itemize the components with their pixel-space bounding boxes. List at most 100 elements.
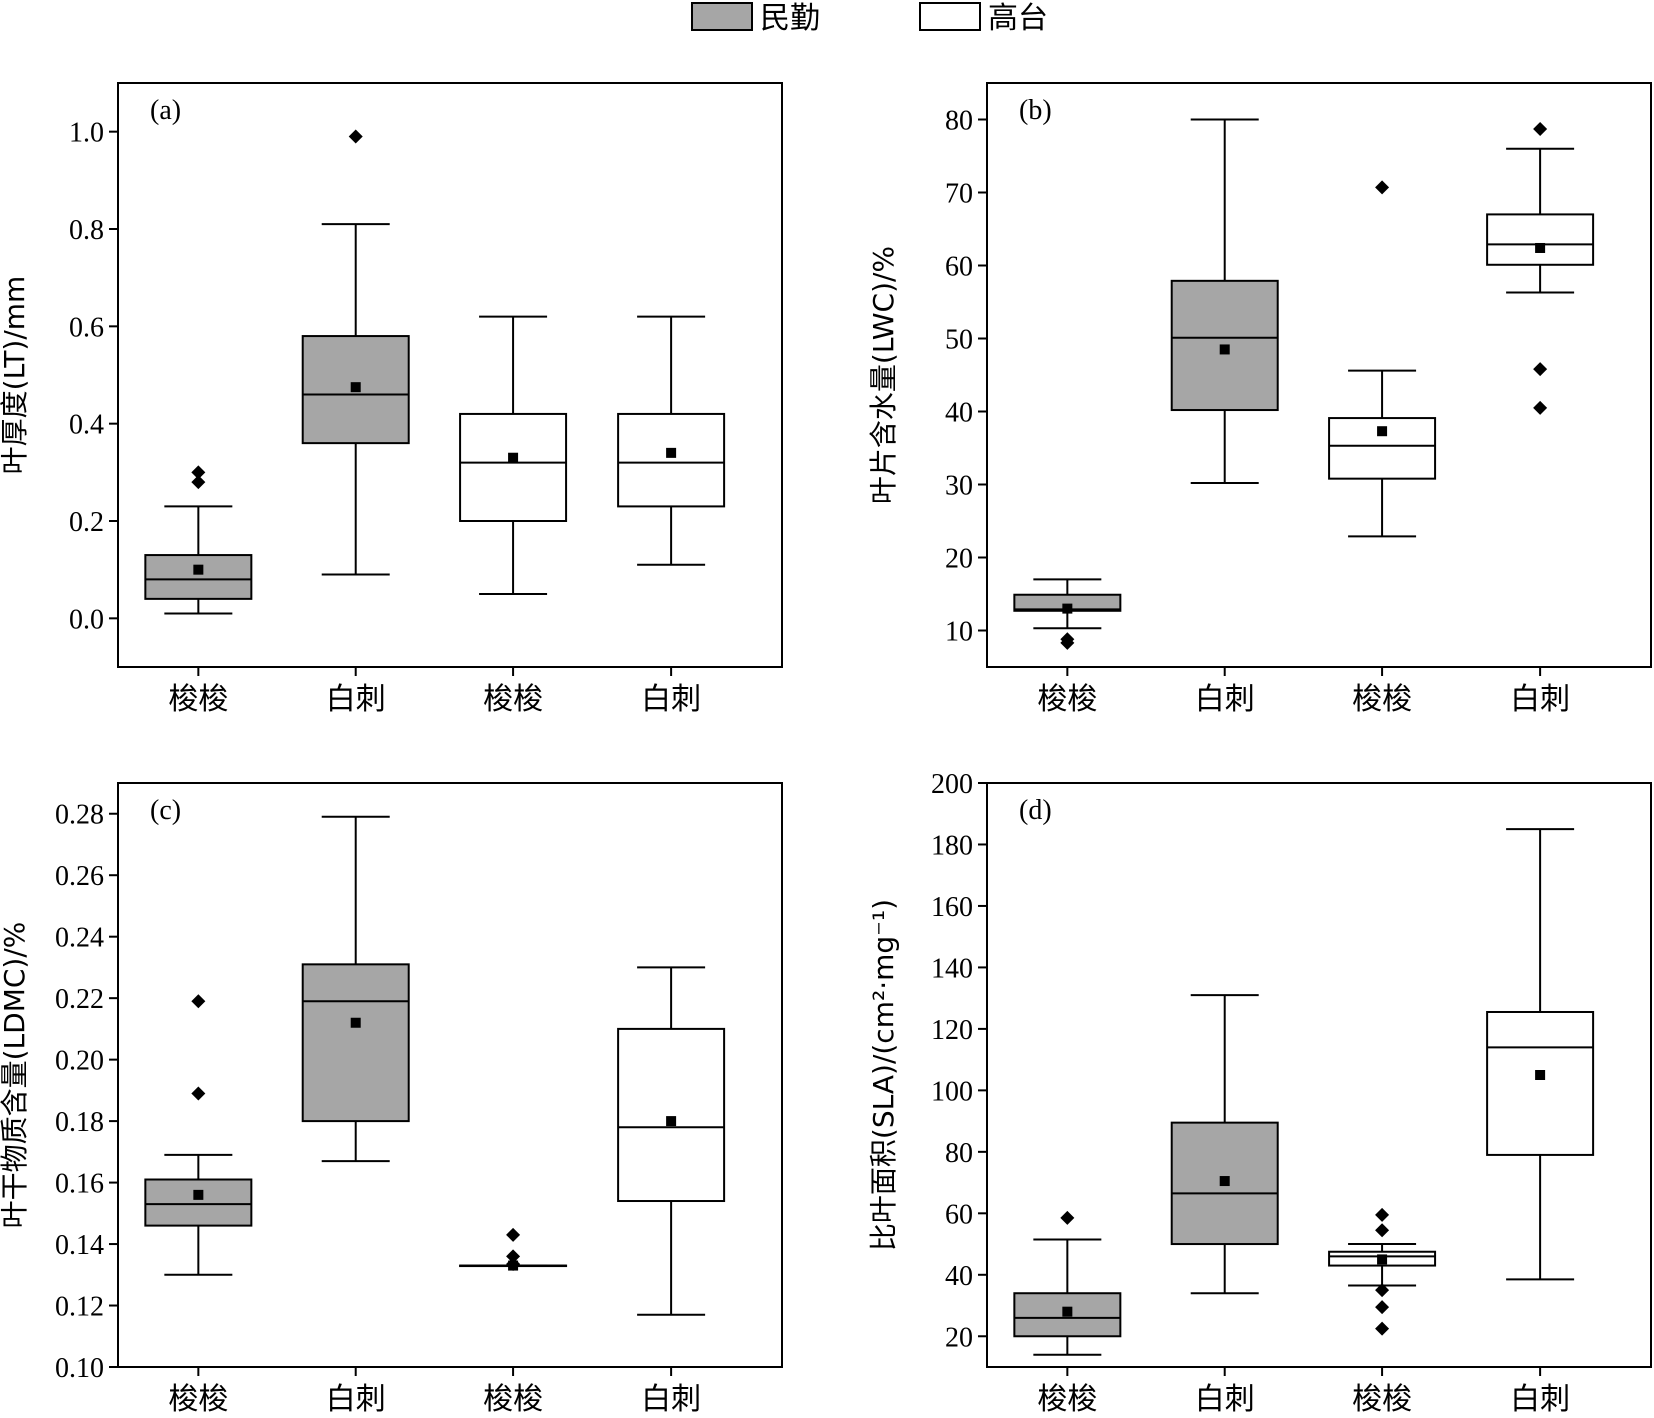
category-label: 白刺 bbox=[1510, 682, 1570, 717]
plot-frame bbox=[117, 782, 783, 1368]
y-tick-label: 140 bbox=[931, 953, 973, 984]
panel-tag: (d) bbox=[1019, 795, 1052, 826]
category-label: 梭梭 bbox=[1352, 1382, 1412, 1417]
y-axis-label: 叶厚度(LT)/mm bbox=[0, 276, 31, 475]
plot-frame bbox=[986, 782, 1652, 1368]
box-2: 白刺 bbox=[301, 129, 410, 717]
y-tick-label: 30 bbox=[945, 471, 973, 502]
y-tick-label: 10 bbox=[945, 617, 973, 648]
y-tick-label: 0.8 bbox=[69, 215, 104, 246]
y-tick-label: 40 bbox=[945, 1261, 973, 1292]
y-axis-label: 比叶面积(SLA)/(cm²·mg⁻¹) bbox=[867, 899, 900, 1251]
outlier-marker bbox=[191, 475, 206, 490]
box-1: 梭梭 bbox=[1013, 1210, 1122, 1417]
mean-marker bbox=[1535, 1070, 1546, 1080]
box-body bbox=[1486, 1010, 1595, 1156]
chart-panel-3: 0.10 0.12 0.14 0.16 0.18 0.20 0.22 0.24 0.26 0.28… bbox=[0, 782, 783, 1417]
legend: 民勤 高台 bbox=[691, 1, 1048, 36]
outlier-marker bbox=[1533, 121, 1548, 136]
legend-swatch-minqin bbox=[691, 2, 753, 31]
category-label: 白刺 bbox=[641, 1382, 701, 1417]
y-tick-label: 80 bbox=[945, 106, 973, 137]
category-label: 梭梭 bbox=[483, 1382, 543, 1417]
box-4: 白刺 bbox=[617, 315, 726, 717]
category-label: 梭梭 bbox=[168, 682, 228, 717]
mean-marker bbox=[1535, 242, 1546, 253]
y-tick-label: 0.22 bbox=[55, 984, 104, 1015]
outlier-marker bbox=[506, 1257, 521, 1272]
category-label: 白刺 bbox=[326, 682, 386, 717]
legend-label-gaotai: 高台 bbox=[988, 1, 1048, 36]
y-tick-label: 50 bbox=[945, 325, 973, 356]
y-tick-label: 0.16 bbox=[55, 1169, 104, 1200]
mean-marker bbox=[193, 564, 204, 575]
box-3: 梭梭 bbox=[1328, 1207, 1437, 1417]
y-tick-label: 60 bbox=[945, 1199, 973, 1230]
outlier-marker bbox=[1060, 632, 1075, 647]
y-tick-label: 0.24 bbox=[55, 923, 104, 954]
y-tick-label: 0.28 bbox=[55, 800, 104, 831]
box-body bbox=[1486, 213, 1595, 266]
plot-frame bbox=[117, 82, 783, 668]
panel-tag: (b) bbox=[1019, 95, 1052, 126]
chart-panel-1: 0.0 0.2 0.4 0.6 0.8 1.0 (a) 叶厚度(LT)/mm 梭梭 白刺 梭梭 白刺 bbox=[0, 82, 783, 717]
y-tick-label: 180 bbox=[931, 830, 973, 861]
outlier-marker bbox=[1533, 362, 1548, 377]
mean-marker bbox=[508, 452, 519, 463]
y-tick-label: 1.0 bbox=[69, 118, 104, 149]
box-2: 白刺 bbox=[301, 815, 410, 1417]
category-label: 梭梭 bbox=[168, 1382, 228, 1417]
box-3: 梭梭 bbox=[459, 1227, 568, 1417]
category-label: 白刺 bbox=[1195, 682, 1255, 717]
box-2: 白刺 bbox=[1170, 994, 1279, 1417]
box-body bbox=[144, 554, 253, 600]
outlier-marker bbox=[1375, 180, 1390, 195]
category-label: 白刺 bbox=[326, 1382, 386, 1417]
mean-marker bbox=[1062, 603, 1073, 614]
y-tick-label: 0.14 bbox=[55, 1230, 104, 1261]
category-label: 梭梭 bbox=[1037, 1382, 1097, 1417]
box-3: 梭梭 bbox=[459, 315, 568, 717]
panel-tag: (c) bbox=[150, 795, 181, 826]
chart-panel-4: 20 40 60 80 100 120 140 160 180 200 (d) 比叶面积(SLA)/(… bbox=[867, 769, 1652, 1417]
outlier-marker bbox=[1375, 1300, 1390, 1315]
mean-marker bbox=[1377, 1254, 1388, 1265]
box-4: 白刺 bbox=[617, 966, 726, 1417]
category-label: 梭梭 bbox=[1037, 682, 1097, 717]
outlier-marker bbox=[1533, 400, 1548, 415]
box-1: 梭梭 bbox=[144, 994, 253, 1417]
y-tick-label: 160 bbox=[931, 892, 973, 923]
y-tick-label: 0.6 bbox=[69, 312, 104, 343]
y-tick-label: 70 bbox=[945, 179, 973, 210]
chart-panel-2: 10 20 30 40 50 60 70 80 (b) 叶片含水量(LWC)/% 梭梭 白刺 梭梭 白刺 bbox=[867, 82, 1652, 717]
outlier-marker bbox=[1375, 1223, 1390, 1238]
category-label: 梭梭 bbox=[483, 682, 543, 717]
y-tick-label: 120 bbox=[931, 1015, 973, 1046]
mean-marker bbox=[1062, 1306, 1073, 1317]
mean-marker bbox=[1219, 344, 1230, 355]
mean-marker bbox=[350, 382, 361, 393]
outlier-marker bbox=[191, 465, 206, 480]
box-body bbox=[459, 412, 568, 522]
outlier-marker bbox=[1375, 1283, 1390, 1298]
panel-tag: (a) bbox=[150, 95, 181, 126]
box-1: 梭梭 bbox=[1013, 578, 1122, 717]
y-tick-label: 0.2 bbox=[69, 507, 104, 538]
box-body bbox=[144, 1178, 253, 1227]
y-tick-label: 60 bbox=[945, 252, 973, 283]
outlier-marker bbox=[506, 1227, 521, 1242]
y-tick-label: 80 bbox=[945, 1138, 973, 1169]
outlier-marker bbox=[1375, 1207, 1390, 1222]
box-body bbox=[617, 412, 726, 508]
y-tick-label: 0.10 bbox=[55, 1353, 104, 1384]
legend-swatch-gaotai bbox=[919, 2, 981, 31]
outlier-marker bbox=[506, 1249, 521, 1264]
y-tick-label: 20 bbox=[945, 544, 973, 575]
mean-marker bbox=[1377, 426, 1388, 437]
plot-frame bbox=[986, 82, 1652, 668]
box-body bbox=[617, 1027, 726, 1203]
y-tick-label: 0.4 bbox=[69, 410, 104, 441]
y-tick-label: 0.12 bbox=[55, 1292, 104, 1323]
